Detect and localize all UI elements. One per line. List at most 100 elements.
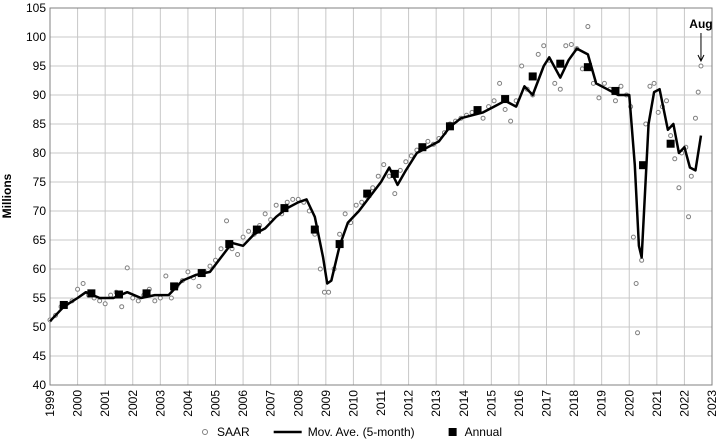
saar-point xyxy=(668,133,674,139)
y-tick-label: 55 xyxy=(33,291,47,305)
saar-point xyxy=(676,185,682,191)
saar-point xyxy=(425,138,431,144)
annual-marker xyxy=(170,282,179,291)
saar-point xyxy=(102,301,108,307)
saar-point xyxy=(698,63,704,69)
annual-marker xyxy=(280,204,289,213)
saar-point xyxy=(240,234,246,240)
annual-marker xyxy=(225,240,234,249)
saar-point xyxy=(497,80,503,86)
y-tick-label: 80 xyxy=(33,146,47,160)
saar-point xyxy=(80,281,86,286)
annual-marker xyxy=(611,86,620,95)
saar-point xyxy=(633,281,639,286)
x-tick-label: 2005 xyxy=(209,390,223,417)
saar-point xyxy=(124,265,130,271)
annual-marker xyxy=(639,161,648,170)
saar-point xyxy=(168,295,174,301)
saar-point xyxy=(596,95,602,101)
x-tick-label: 2015 xyxy=(484,390,498,417)
x-tick-label: 2000 xyxy=(71,390,85,417)
y-tick-label: 65 xyxy=(33,233,47,247)
saar-point xyxy=(97,298,103,304)
x-tick-label: 2018 xyxy=(567,390,581,417)
annual-marker xyxy=(197,269,206,278)
annual-marker xyxy=(390,169,399,178)
saar-point xyxy=(568,42,574,48)
saar-point xyxy=(119,304,125,310)
annotation-arrowhead xyxy=(697,54,705,63)
plot-frame xyxy=(49,7,713,386)
saar-point xyxy=(552,80,558,86)
saar-point xyxy=(651,80,657,86)
saar-point xyxy=(375,173,381,179)
x-tick-label: 2004 xyxy=(181,390,195,417)
legend-symbol xyxy=(448,428,457,436)
saar-point xyxy=(135,298,141,304)
annual-marker xyxy=(87,289,96,298)
annual-marker xyxy=(528,72,537,81)
saar-point xyxy=(353,202,359,208)
x-tick-label: 2014 xyxy=(457,390,471,417)
saar-point xyxy=(541,43,547,49)
y-tick-label: 50 xyxy=(33,320,47,334)
saar-point xyxy=(692,115,698,121)
saar-point xyxy=(491,98,497,104)
saar-point xyxy=(672,156,678,162)
saar-point xyxy=(663,98,669,104)
x-tick-label: 2017 xyxy=(540,390,554,417)
y-tick-label: 105 xyxy=(26,1,46,15)
saar-point xyxy=(579,66,585,72)
saar-point xyxy=(403,159,409,165)
saar-point xyxy=(386,173,392,179)
saar-point xyxy=(185,269,191,275)
saar-point xyxy=(152,298,158,304)
saar-point xyxy=(381,162,387,168)
annual-marker xyxy=(363,189,372,198)
x-tick-label: 2010 xyxy=(346,390,360,417)
saar-point xyxy=(262,211,268,217)
saar-point xyxy=(630,234,636,240)
y-tick-label: 60 xyxy=(33,262,47,276)
saar-point xyxy=(612,98,618,104)
saar-point xyxy=(618,83,624,89)
saar-point xyxy=(397,167,403,173)
saar-point xyxy=(321,289,327,295)
saar-point xyxy=(686,214,692,220)
y-tick-label: 95 xyxy=(33,59,47,73)
saar-point xyxy=(224,218,230,224)
x-tick-label: 2003 xyxy=(153,390,167,417)
x-tick-label: 2020 xyxy=(622,390,636,417)
x-tick-label: 2019 xyxy=(595,390,609,417)
saar-point xyxy=(635,330,641,336)
saar-point xyxy=(557,86,563,92)
x-tick-label: 2001 xyxy=(98,390,112,417)
x-tick-label: 2022 xyxy=(677,390,691,417)
x-tick-label: 2007 xyxy=(264,390,278,417)
saar-point xyxy=(639,257,645,263)
saar-point xyxy=(157,295,163,301)
y-tick-label: 45 xyxy=(33,349,47,363)
annual-marker xyxy=(114,290,123,299)
legend-label: SAAR xyxy=(217,425,250,439)
saar-point xyxy=(337,231,343,237)
saar-point xyxy=(535,51,541,57)
saar-point xyxy=(246,228,252,234)
annual-marker xyxy=(445,122,454,131)
saar-point xyxy=(508,118,514,124)
x-tick-label: 2021 xyxy=(650,390,664,417)
annual-marker xyxy=(583,63,592,72)
annual-marker xyxy=(252,225,261,234)
saar-point xyxy=(326,289,332,295)
x-tick-label: 2013 xyxy=(429,390,443,417)
saar-point xyxy=(480,115,486,121)
moving-average-line xyxy=(49,47,703,323)
y-axis-label: Millions xyxy=(0,173,14,218)
x-tick-label: 2008 xyxy=(291,390,305,417)
annual-marker xyxy=(310,225,319,234)
x-tick-label: 2011 xyxy=(374,390,388,416)
legend-label: Mov. Ave. (5-month) xyxy=(308,425,415,439)
y-tick-label: 85 xyxy=(33,117,47,131)
saar-point xyxy=(284,199,290,205)
